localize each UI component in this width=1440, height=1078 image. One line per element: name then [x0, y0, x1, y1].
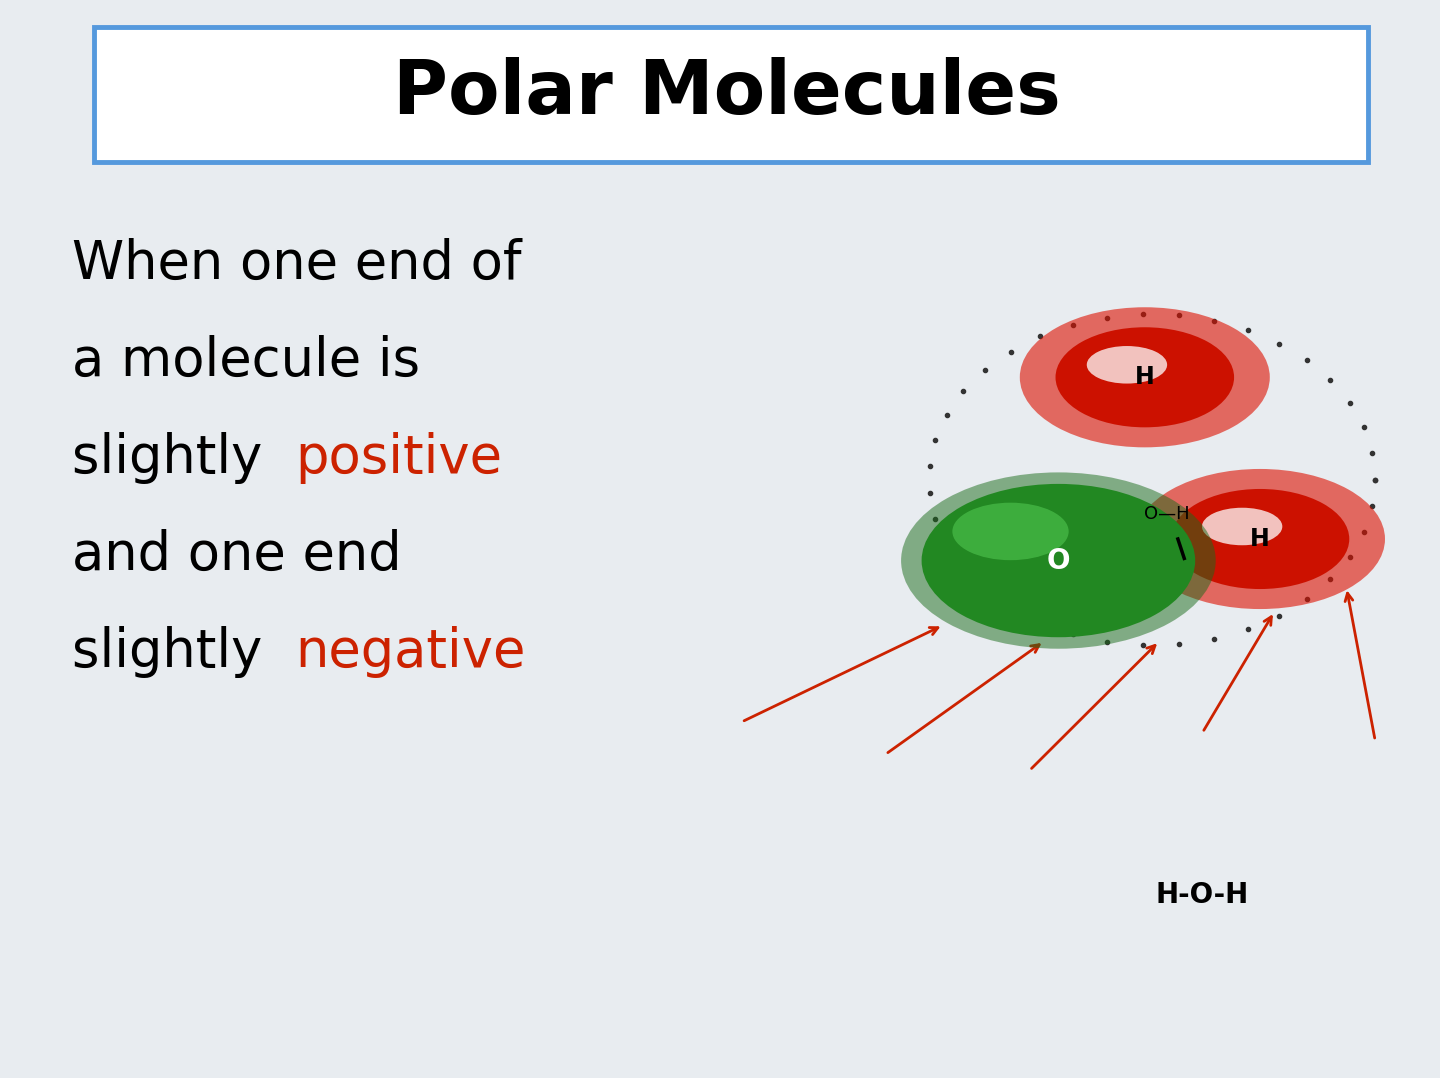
Text: H: H	[1250, 527, 1270, 551]
Text: positive: positive	[295, 432, 503, 484]
Text: O—H: O—H	[1143, 505, 1189, 523]
Ellipse shape	[1087, 346, 1168, 384]
Text: slightly: slightly	[72, 432, 279, 484]
Ellipse shape	[1020, 307, 1270, 447]
Text: H-O-H: H-O-H	[1156, 881, 1248, 909]
Ellipse shape	[922, 484, 1195, 637]
Ellipse shape	[1171, 489, 1349, 589]
Ellipse shape	[952, 502, 1068, 561]
Text: a molecule is: a molecule is	[72, 335, 420, 387]
Text: Polar Molecules: Polar Molecules	[393, 57, 1061, 130]
Text: negative: negative	[295, 626, 526, 678]
Ellipse shape	[1202, 508, 1282, 545]
Ellipse shape	[1056, 328, 1234, 427]
Text: When one end of: When one end of	[72, 238, 521, 290]
Text: H: H	[1135, 365, 1155, 389]
Text: O: O	[1047, 547, 1070, 575]
Text: and one end: and one end	[72, 529, 402, 581]
Ellipse shape	[1135, 469, 1385, 609]
Text: slightly: slightly	[72, 626, 279, 678]
Ellipse shape	[901, 472, 1215, 649]
FancyBboxPatch shape	[94, 27, 1368, 162]
